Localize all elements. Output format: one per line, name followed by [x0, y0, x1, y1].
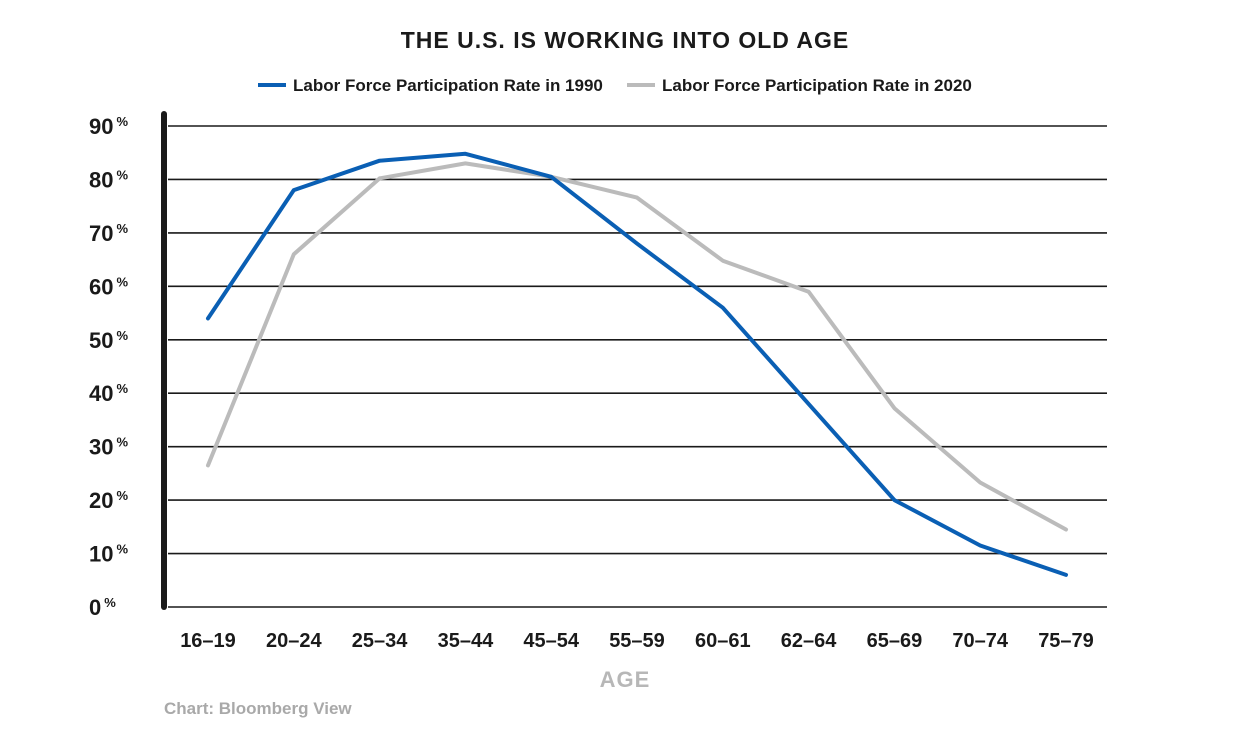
y-tick-label-30: 30% — [89, 435, 128, 460]
y-tick-percent-sign: % — [116, 488, 128, 503]
x-axis-label: AGE — [600, 667, 651, 692]
y-tick-label-40: 40% — [89, 381, 128, 406]
legend-label-2020: Labor Force Participation Rate in 2020 — [662, 76, 972, 95]
x-tick-label-45–54: 45–54 — [523, 630, 579, 652]
y-axis-tick-labels: 0 % 10 % 20 % 30 % 40 % 50 % 60 % 70 % 80 % 90% — [89, 114, 128, 620]
y-tick-percent-sign: % — [116, 221, 128, 236]
x-tick-label-65–69: 65–69 — [867, 630, 923, 652]
y-tick-label-50: 50% — [89, 328, 128, 353]
y-tick-percent-sign: % — [116, 542, 128, 557]
y-tick-percent-sign: % — [116, 167, 128, 182]
series-line-2020 — [206, 161, 1068, 532]
y-tick-percent-sign: % — [116, 381, 128, 396]
y-tick-label-0: 0% — [89, 595, 116, 620]
x-tick-label-60–61: 60–61 — [695, 630, 751, 652]
y-tick-label-80: 80% — [89, 167, 128, 192]
y-tick-percent-sign: % — [116, 274, 128, 289]
y-tick-percent-sign: % — [116, 328, 128, 343]
x-tick-label-70–74: 70–74 — [952, 630, 1008, 652]
y-tick-percent-sign: % — [116, 435, 128, 450]
x-tick-label-20–24: 20–24 — [266, 630, 322, 652]
x-tick-label-75–79: 75–79 — [1038, 630, 1094, 652]
x-axis-tick-labels: 16–19 20–24 25–34 35–44 45–54 55–59 60–61 62–64… — [180, 630, 1094, 652]
x-tick-label-55–59: 55–59 — [609, 630, 665, 652]
source-note: Chart: Bloomberg View — [164, 699, 352, 718]
y-tick-label-60: 60% — [89, 274, 128, 299]
y-tick-label-20: 20% — [89, 488, 128, 513]
legend: Labor Force Participation Rate in 1990 La… — [258, 76, 972, 95]
y-tick-label-10: 10% — [89, 542, 128, 567]
x-tick-label-62–64: 62–64 — [781, 630, 837, 652]
x-tick-label-16–19: 16–19 — [180, 630, 236, 652]
series-line-1990 — [206, 151, 1068, 577]
series-lines — [206, 151, 1068, 577]
legend-label-1990: Labor Force Participation Rate in 1990 — [293, 76, 603, 95]
y-tick-label-90: 90% — [89, 114, 128, 139]
x-tick-label-25–34: 25–34 — [352, 630, 408, 652]
chart-title: THE U.S. IS WORKING INTO OLD AGE — [401, 27, 850, 53]
y-tick-label-70: 70% — [89, 221, 128, 246]
y-tick-percent-sign: % — [116, 114, 128, 129]
x-tick-label-35–44: 35–44 — [438, 630, 494, 652]
y-tick-percent-sign: % — [104, 595, 116, 610]
